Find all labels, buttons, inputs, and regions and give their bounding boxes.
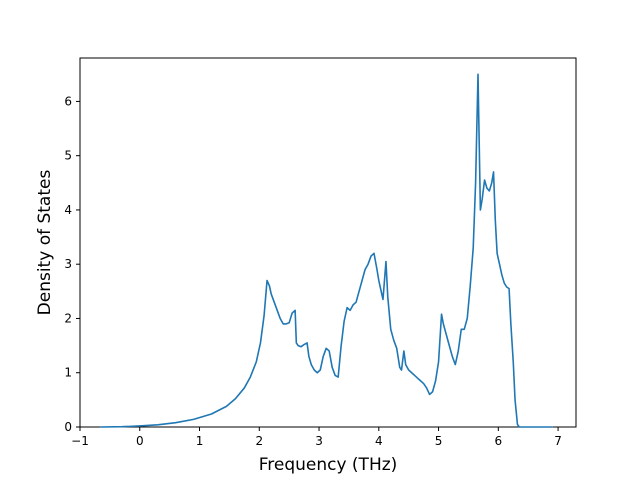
x-tick-label: 4 <box>375 434 383 448</box>
x-tick-label: 0 <box>136 434 144 448</box>
y-tick-label: 1 <box>64 366 72 380</box>
y-tick-label: 6 <box>64 94 72 108</box>
series-layer <box>100 73 553 428</box>
x-tick-label: −1 <box>71 434 89 448</box>
x-tick-label: 1 <box>196 434 204 448</box>
y-tick-label: 0 <box>64 420 72 434</box>
plot-area <box>79 57 577 428</box>
x-axis-ticks: −1 0 1 2 3 4 5 6 7 <box>71 427 562 448</box>
y-tick-label: 2 <box>64 311 72 325</box>
x-tick-label: 2 <box>255 434 263 448</box>
x-tick-label: 7 <box>554 434 562 448</box>
plot-frame <box>79 57 577 428</box>
x-tick-label: 5 <box>435 434 443 448</box>
series-line-0 <box>100 73 553 428</box>
y-tick-label: 4 <box>64 203 72 217</box>
y-tick-label: 5 <box>64 149 72 163</box>
y-tick-label: 3 <box>64 257 72 271</box>
x-tick-label: 6 <box>494 434 502 448</box>
x-tick-label: 3 <box>315 434 323 448</box>
x-axis-label: Frequency (THz) <box>259 455 398 475</box>
y-axis-label: Density of States <box>35 170 55 316</box>
y-axis-ticks: 0 1 2 3 4 5 6 <box>64 94 80 434</box>
